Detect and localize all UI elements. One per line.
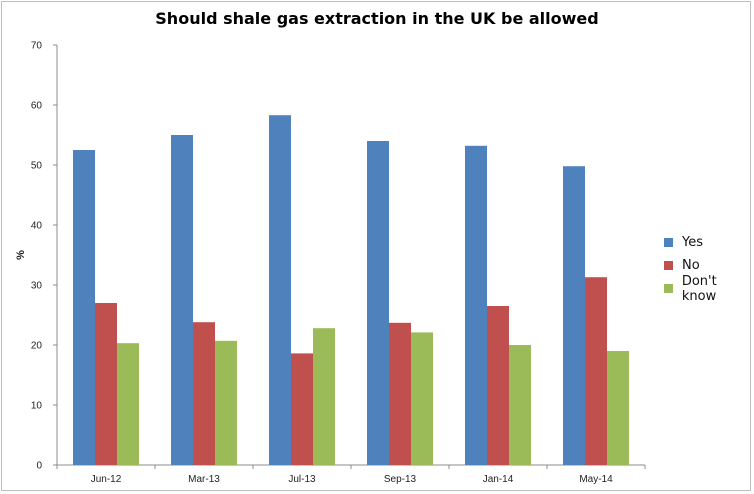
legend-item-no: No — [664, 254, 754, 277]
x-tick-label: May-14 — [579, 474, 613, 485]
legend-swatch-no — [664, 261, 673, 270]
bar-yes-jan-14 — [465, 145, 487, 466]
y-axis-label: % — [15, 250, 27, 260]
bar-yes-may-14 — [563, 166, 585, 465]
legend-swatch-dont-know — [664, 284, 673, 293]
bar-don-t-know-mar-13 — [215, 340, 237, 465]
legend-swatch-yes — [664, 238, 673, 247]
bar-don-t-know-may-14 — [607, 351, 629, 465]
legend-label-dont-know: Don't know — [681, 273, 717, 304]
legend-label-no: No — [682, 258, 700, 273]
y-tick-label: 20 — [31, 341, 43, 352]
bar-no-jun-12 — [95, 303, 117, 465]
bar-yes-jul-13 — [269, 115, 291, 465]
bar-yes-sep-13 — [367, 141, 389, 465]
bar-don-t-know-jul-13 — [313, 328, 335, 465]
y-tick-label: 40 — [31, 221, 43, 232]
y-tick-label: 10 — [31, 401, 43, 412]
y-tick-label: 70 — [31, 41, 43, 52]
legend-label-yes: Yes — [682, 235, 703, 250]
bar-no-mar-13 — [193, 322, 215, 465]
legend-item-yes: Yes — [664, 231, 754, 254]
x-tick-label: Mar-13 — [188, 474, 220, 485]
bar-no-jul-13 — [291, 353, 313, 465]
bar-no-sep-13 — [389, 322, 411, 465]
bar-no-may-14 — [585, 277, 607, 465]
bar-don-t-know-sep-13 — [411, 332, 433, 465]
bar-don-t-know-jan-14 — [509, 345, 531, 465]
bar-yes-mar-13 — [171, 135, 193, 465]
y-tick-label: 30 — [31, 281, 43, 292]
y-tick-label: 60 — [31, 101, 43, 112]
legend: Yes No Don't know — [664, 231, 754, 304]
x-tick-label: Jun-12 — [91, 474, 122, 485]
y-tick-label: 0 — [36, 461, 42, 472]
bar-yes-jun-12 — [73, 150, 95, 465]
chart-title: Should shale gas extraction in the UK be… — [155, 9, 599, 28]
x-tick-label: Sep-13 — [384, 474, 417, 485]
bar-no-jan-14 — [487, 306, 509, 465]
legend-item-dont-know: Don't know — [664, 274, 754, 304]
x-tick-label: Jul-13 — [288, 474, 316, 485]
y-tick-label: 50 — [31, 161, 43, 172]
bar-don-t-know-jun-12 — [117, 343, 139, 465]
x-tick-label: Jan-14 — [483, 474, 514, 485]
